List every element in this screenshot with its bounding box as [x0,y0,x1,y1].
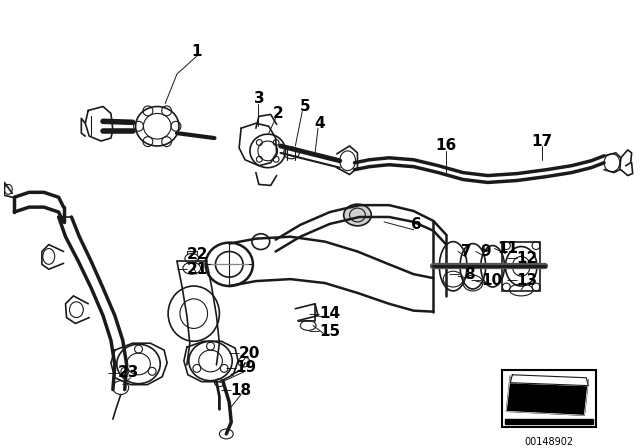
Polygon shape [510,375,588,386]
Text: 20: 20 [238,345,260,361]
Text: 5: 5 [300,99,310,114]
Text: 23: 23 [118,365,140,380]
Text: 19: 19 [236,360,257,375]
Polygon shape [506,376,588,415]
Text: 15: 15 [319,324,340,339]
Text: 13: 13 [516,272,538,288]
Text: 11: 11 [497,241,518,256]
Text: 4: 4 [315,116,325,131]
Text: 00148902: 00148902 [525,437,574,447]
Text: 22: 22 [187,247,209,262]
Text: 6: 6 [412,217,422,233]
Ellipse shape [344,204,371,226]
Text: —: — [220,386,231,396]
Text: 3: 3 [253,91,264,106]
Text: 17: 17 [531,134,552,149]
Text: 1: 1 [191,44,202,59]
Text: 12: 12 [516,251,538,266]
Text: —: — [225,363,236,373]
Text: 16: 16 [436,138,457,154]
Text: —: — [506,275,517,285]
Text: 18: 18 [230,383,252,398]
Text: —: — [449,269,460,279]
Text: —: — [309,327,320,336]
Text: 8: 8 [465,267,476,282]
Text: 2: 2 [273,106,284,121]
Bar [502,241,540,291]
Text: 21: 21 [187,262,209,277]
Text: —: — [470,275,482,285]
Text: —: — [228,348,239,358]
Text: —: — [309,309,320,319]
Text: 9: 9 [481,244,491,259]
Text: 14: 14 [319,306,340,321]
Text: 7: 7 [461,244,471,259]
Text: —: — [108,368,119,378]
Text: —: — [177,264,188,274]
Text: 10: 10 [481,272,502,288]
Bar [502,370,596,427]
Polygon shape [506,419,593,424]
Text: —: — [506,254,517,263]
